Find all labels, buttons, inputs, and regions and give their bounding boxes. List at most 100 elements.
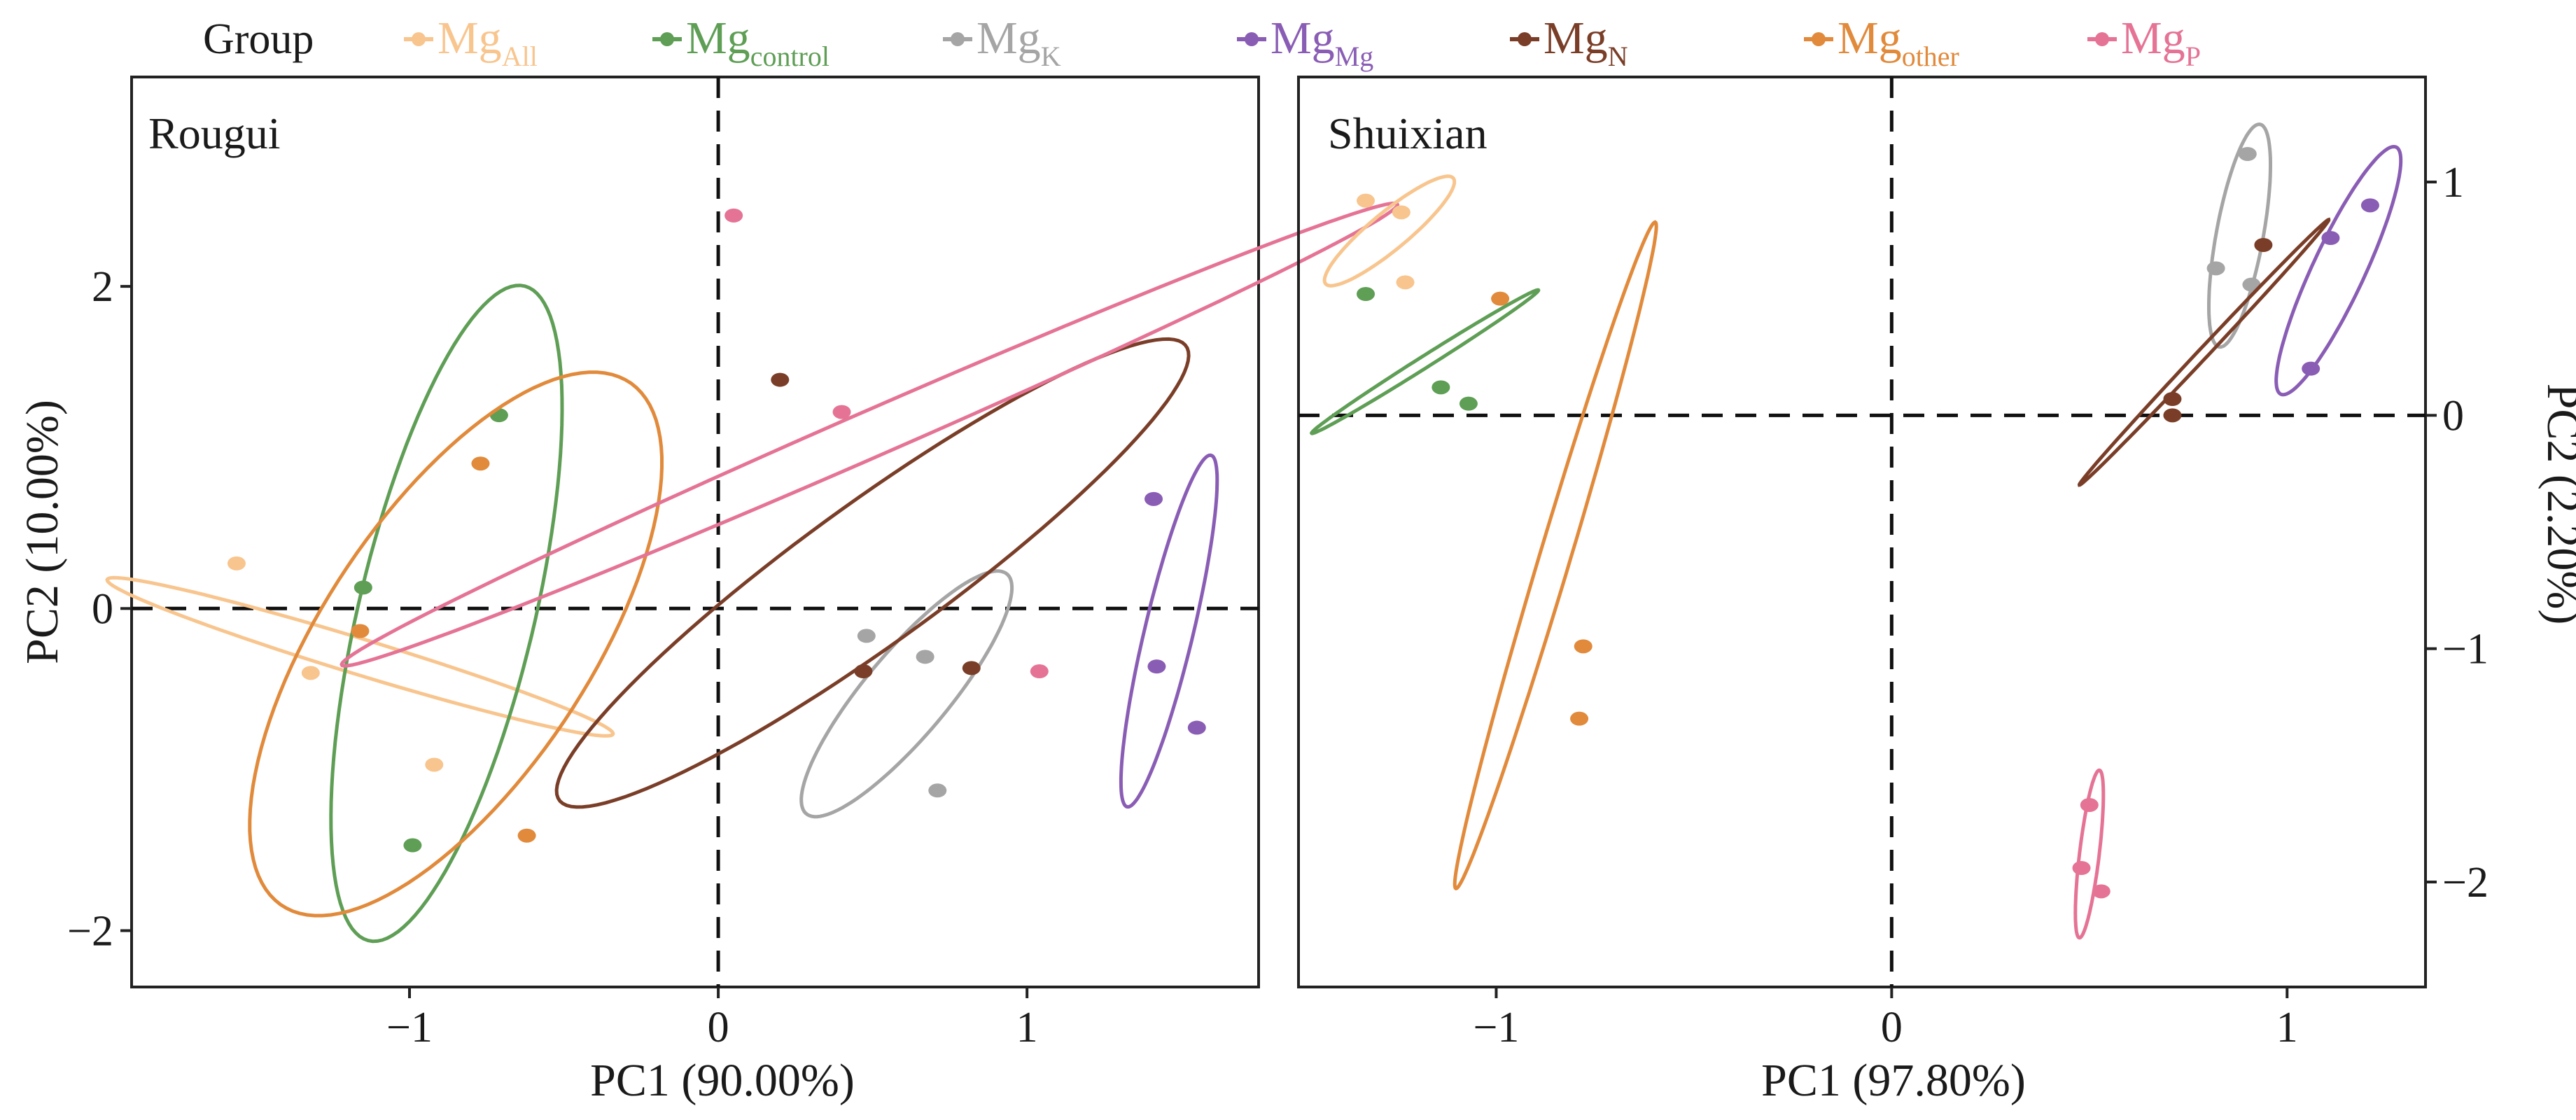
data-point-Mg — [2302, 361, 2320, 376]
confidence-ellipse-control — [329, 284, 564, 944]
y-axis-title: PC2 (10.00%) — [17, 400, 68, 664]
legend-item-Mg: MgMg — [1237, 13, 1373, 72]
panel-title: Rougui — [148, 108, 280, 158]
legend-label-base: Mg — [686, 13, 750, 64]
data-point-control — [1432, 380, 1450, 395]
legend-swatch-dot — [412, 32, 426, 46]
data-point-Mg — [2360, 198, 2379, 213]
confidence-ellipse-All — [105, 575, 615, 738]
legend-swatch-dot — [1518, 32, 1532, 46]
series-other — [1452, 220, 1658, 891]
panel-frame — [130, 76, 1260, 988]
legend-label: MgAll — [438, 13, 538, 72]
data-point-All — [1357, 193, 1376, 208]
data-point-other — [1570, 711, 1589, 726]
data-point-P — [832, 405, 851, 419]
legend: Group MgAll Mgcontrol MgK MgMg MgN Mgother MgP — [203, 13, 2201, 72]
y-tick-label: −2 — [2442, 859, 2488, 906]
series-K — [799, 569, 1014, 819]
data-point-K — [2238, 147, 2257, 161]
panel-rougui: Rougui PC1 (90.00%) PC2 (10.00%) −1 0 1 −2 0… — [17, 76, 1400, 1106]
legend-item-control: Mgcontrol — [652, 13, 830, 72]
legend-label-sub: K — [1041, 41, 1061, 72]
legend-title: Group — [203, 15, 314, 63]
data-point-control — [1459, 396, 1478, 411]
data-point-control — [1357, 287, 1376, 301]
legend-label-sub: All — [502, 41, 538, 72]
data-point-other — [351, 624, 370, 638]
legend-item-N: MgN — [1510, 13, 1628, 72]
series-Mg — [2274, 144, 2403, 397]
legend-swatch-dot — [1245, 32, 1259, 46]
confidence-ellipse-P — [340, 201, 1400, 668]
series-control — [329, 284, 564, 944]
data-point-P — [2092, 884, 2110, 899]
data-point-K — [2206, 261, 2225, 276]
legend-label: MgN — [1544, 13, 1628, 72]
legend-label-sub: Mg — [1335, 41, 1374, 72]
data-point-N — [2163, 392, 2182, 406]
x-tick-label: 0 — [1881, 1004, 1903, 1051]
series-All — [105, 556, 615, 772]
legend-item-All: MgAll — [404, 13, 538, 72]
data-point-control — [354, 580, 372, 595]
data-point-N — [2254, 238, 2273, 252]
data-point-P — [2080, 798, 2099, 812]
confidence-ellipse-Mg — [1119, 453, 1219, 809]
confidence-ellipse-control — [1309, 288, 1541, 435]
legend-swatch-dot — [951, 32, 965, 46]
data-point-Mg — [1187, 720, 1206, 735]
series-K — [2206, 122, 2272, 349]
series-P — [2072, 768, 2110, 940]
x-tick-label: 1 — [1016, 1004, 1038, 1051]
legend-label-base: Mg — [1270, 13, 1335, 64]
x-tick-label: −1 — [386, 1004, 433, 1051]
data-point-N — [854, 664, 873, 679]
confidence-ellipse-other — [1452, 220, 1658, 891]
data-point-All — [301, 666, 320, 680]
y-tick-label: 1 — [2442, 159, 2464, 206]
data-point-other — [471, 456, 490, 471]
data-point-K — [928, 783, 947, 798]
legend-swatch-dot — [1812, 32, 1826, 46]
confidence-ellipse-K — [799, 569, 1014, 819]
legend-label-sub: P — [2185, 41, 2201, 72]
data-point-All — [1392, 205, 1410, 220]
x-axis-title: PC1 (97.80%) — [1761, 1055, 2026, 1106]
data-point-N — [771, 372, 790, 387]
legend-label-base: Mg — [976, 13, 1041, 64]
data-point-All — [425, 757, 444, 772]
y-tick-label: −2 — [67, 907, 113, 955]
confidence-ellipse-N — [554, 337, 1191, 809]
data-point-N — [962, 661, 981, 676]
data-point-Mg — [2321, 231, 2340, 245]
confidence-ellipse-N — [2077, 217, 2331, 487]
series-N — [2077, 217, 2331, 487]
series-control — [1309, 287, 1541, 435]
confidence-ellipse-Mg — [2274, 144, 2403, 397]
data-point-Mg — [1144, 491, 1163, 506]
data-point-P — [1030, 664, 1049, 679]
legend-item-other: Mgother — [1804, 13, 1959, 72]
y-tick-label: 0 — [2442, 392, 2464, 440]
x-tick-label: −1 — [1473, 1004, 1519, 1051]
series-Mg — [1119, 453, 1219, 809]
legend-label-sub: control — [750, 41, 830, 72]
y-tick-label: 0 — [92, 585, 113, 633]
data-point-other — [1491, 291, 1510, 306]
x-tick-label: 1 — [2276, 1004, 2298, 1051]
y-tick-label: −1 — [2442, 626, 2488, 673]
data-point-control — [403, 838, 422, 853]
legend-label: Mgcontrol — [686, 13, 830, 72]
series-other — [248, 370, 664, 918]
panel-title: Shuixian — [1328, 108, 1488, 158]
legend-label: Mgother — [1837, 13, 1959, 72]
panel-shuixian: Shuixian PC1 (97.80%) PC2 (2.20%) −1 0 1 −2… — [1297, 76, 2576, 1106]
series-N — [554, 337, 1191, 809]
x-axis-title: PC1 (90.00%) — [590, 1055, 855, 1106]
legend-swatch-dot — [2095, 32, 2109, 46]
legend-label-sub: other — [1902, 41, 1959, 72]
panel-frame — [1297, 76, 2427, 988]
legend-label: MgK — [976, 13, 1061, 72]
data-point-All — [1396, 275, 1415, 290]
